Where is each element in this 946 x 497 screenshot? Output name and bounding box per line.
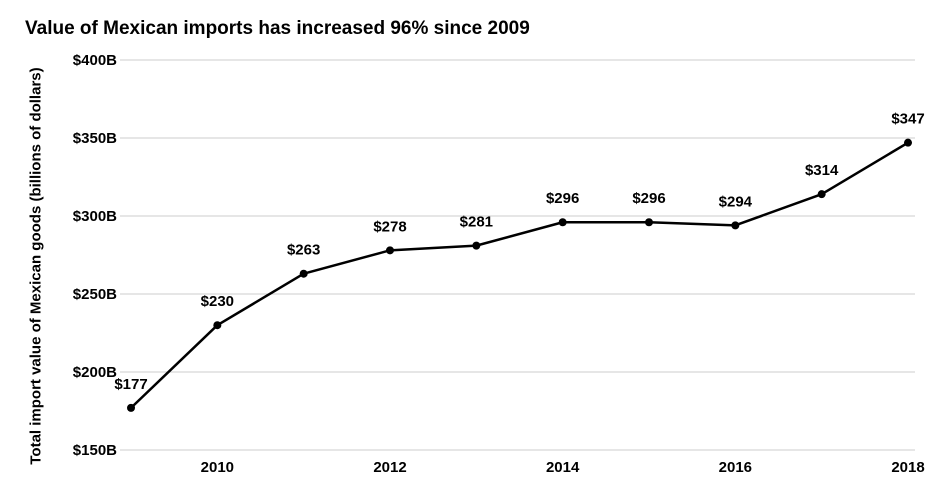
y-tick-label: $350B bbox=[73, 130, 117, 147]
data-label: $263 bbox=[287, 242, 320, 259]
data-label: $278 bbox=[373, 218, 406, 235]
data-label: $314 bbox=[805, 162, 839, 179]
x-tick-label: 2010 bbox=[201, 459, 234, 476]
y-tick-label: $300B bbox=[73, 208, 117, 225]
data-label: $281 bbox=[460, 214, 493, 231]
y-tick-label: $400B bbox=[73, 52, 117, 69]
chart-title: Value of Mexican imports has increased 9… bbox=[25, 18, 530, 39]
data-point bbox=[127, 403, 135, 412]
data-point bbox=[731, 221, 740, 230]
data-point bbox=[299, 269, 308, 278]
data-label: $177 bbox=[114, 376, 147, 393]
data-point bbox=[904, 138, 912, 147]
data-point bbox=[817, 190, 826, 199]
data-label: $294 bbox=[719, 193, 753, 210]
data-point bbox=[213, 321, 222, 330]
data-label: $296 bbox=[546, 190, 579, 207]
data-label: $347 bbox=[891, 111, 924, 128]
data-label: $296 bbox=[632, 190, 665, 207]
y-tick-label: $150B bbox=[73, 442, 117, 459]
x-tick-label: 2018 bbox=[891, 459, 924, 476]
x-tick-label: 2016 bbox=[719, 459, 752, 476]
data-point bbox=[645, 218, 653, 227]
series-line bbox=[130, 141, 909, 409]
y-tick-label: $200B bbox=[73, 364, 117, 381]
data-point bbox=[558, 218, 567, 227]
x-tick-label: 2014 bbox=[546, 459, 580, 476]
data-label: $230 bbox=[201, 293, 234, 310]
y-tick-label: $250B bbox=[73, 286, 117, 303]
x-tick-label: 2012 bbox=[373, 459, 406, 476]
data-point bbox=[386, 246, 394, 255]
data-point bbox=[472, 241, 481, 250]
